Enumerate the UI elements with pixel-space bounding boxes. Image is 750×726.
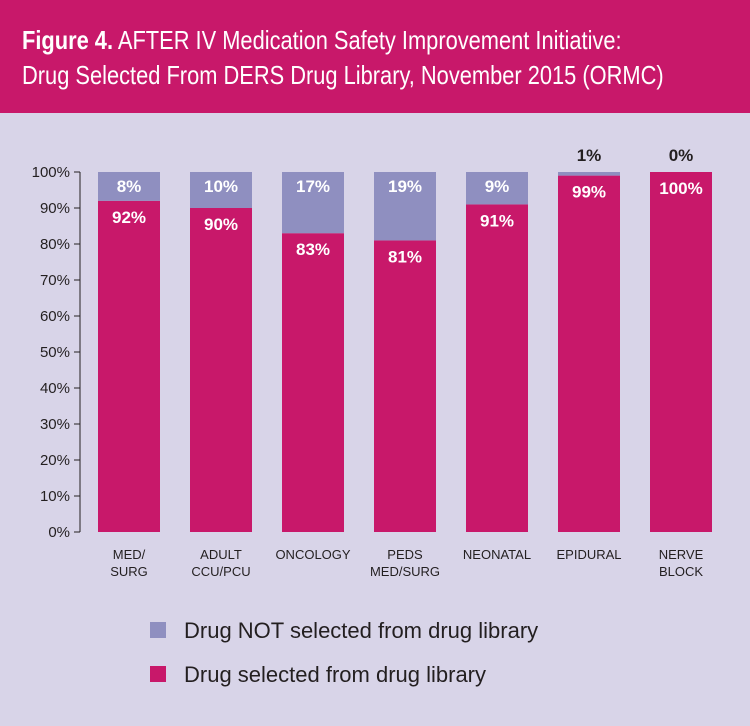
x-category-label: SURG: [110, 564, 148, 579]
y-tick-label: 20%: [40, 452, 70, 469]
bar-selected: [190, 208, 252, 532]
y-tick-label: 0%: [48, 524, 70, 541]
x-category-label: MED/SURG: [370, 564, 440, 579]
bar-not-selected: [558, 172, 620, 176]
x-category-label: NEONATAL: [463, 547, 531, 562]
bar-selected: [282, 233, 344, 532]
legend-label: Drug NOT selected from drug library: [184, 618, 538, 643]
x-category-label: MED/: [113, 547, 146, 562]
data-label-selected: 99%: [572, 183, 606, 202]
data-label-not-selected: 19%: [388, 177, 422, 196]
y-tick-label: 50%: [40, 344, 70, 361]
data-label-not-selected: 1%: [577, 146, 602, 165]
figure-title-line-2: Drug Selected From DERS Drug Library, No…: [22, 60, 664, 90]
y-tick-label: 40%: [40, 380, 70, 397]
figure-header: Figure 4. AFTER IV Medication Safety Imp…: [0, 0, 750, 113]
legend-label: Drug selected from drug library: [184, 662, 486, 687]
bar-selected: [466, 204, 528, 532]
y-tick-label: 90%: [40, 200, 70, 217]
y-axis: 0% 10% 20% 30% 40% 50% 60% 70% 80% 90% 100%: [32, 164, 81, 541]
y-tick-label: 10%: [40, 488, 70, 505]
data-label-selected: 91%: [480, 211, 514, 230]
x-category-label: EPIDURAL: [556, 547, 621, 562]
y-tick-label: 60%: [40, 308, 70, 325]
bar-selected: [650, 172, 712, 532]
y-tick-label: 30%: [40, 416, 70, 433]
bar-not-selected: [374, 172, 436, 241]
figure-title-line-1: Figure 4. AFTER IV Medication Safety Imp…: [22, 25, 622, 56]
x-category-label: ADULT: [200, 547, 242, 562]
data-label-selected: 81%: [388, 247, 422, 266]
y-tick-label: 100%: [32, 164, 70, 181]
bar-not-selected: [466, 172, 528, 205]
legend: Drug NOT selected from drug library Drug …: [150, 618, 538, 687]
x-category-label: NERVE: [659, 547, 704, 562]
data-label-selected: 92%: [112, 208, 146, 227]
data-label-not-selected: 8%: [117, 177, 142, 196]
data-label-not-selected: 10%: [204, 177, 238, 196]
data-label-selected: 90%: [204, 215, 238, 234]
bars: [98, 172, 712, 533]
x-category-label: ONCOLOGY: [275, 547, 350, 562]
data-label-not-selected: 0%: [669, 146, 694, 165]
figure-title-text: AFTER IV Medication Safety Improvement I…: [113, 25, 622, 55]
data-label-selected: 83%: [296, 240, 330, 259]
bar-not-selected: [98, 172, 160, 201]
bar-selected: [558, 175, 620, 532]
bar-selected: [374, 240, 436, 532]
bar-selected: [98, 200, 160, 533]
bar-not-selected: [282, 172, 344, 234]
bar-not-selected: [190, 172, 252, 208]
y-tick-label: 80%: [40, 236, 70, 253]
x-category-label: PEDS: [387, 547, 423, 562]
figure-number: Figure 4.: [22, 25, 114, 55]
legend-swatch: [150, 622, 166, 638]
y-tick-label: 70%: [40, 272, 70, 289]
legend-swatch: [150, 666, 166, 682]
data-label-selected: 100%: [659, 179, 702, 198]
x-category-label: BLOCK: [659, 564, 703, 579]
data-label-not-selected: 17%: [296, 177, 330, 196]
x-category-label: CCU/PCU: [191, 564, 250, 579]
data-label-not-selected: 9%: [485, 177, 510, 196]
x-axis: MED/SURG ADULT CCU/PCU ONCOLOGY PEDS MED/SURG…: [110, 547, 703, 579]
stacked-bar-chart: 0%10%20%30%40%50%60%70%80%90%100% 92%8%9…: [32, 146, 712, 687]
data-labels: 92% 8% 90% 10% 83% 17% 81% 19% 91% 9% 99% 1% 100% 0%: [112, 146, 703, 266]
